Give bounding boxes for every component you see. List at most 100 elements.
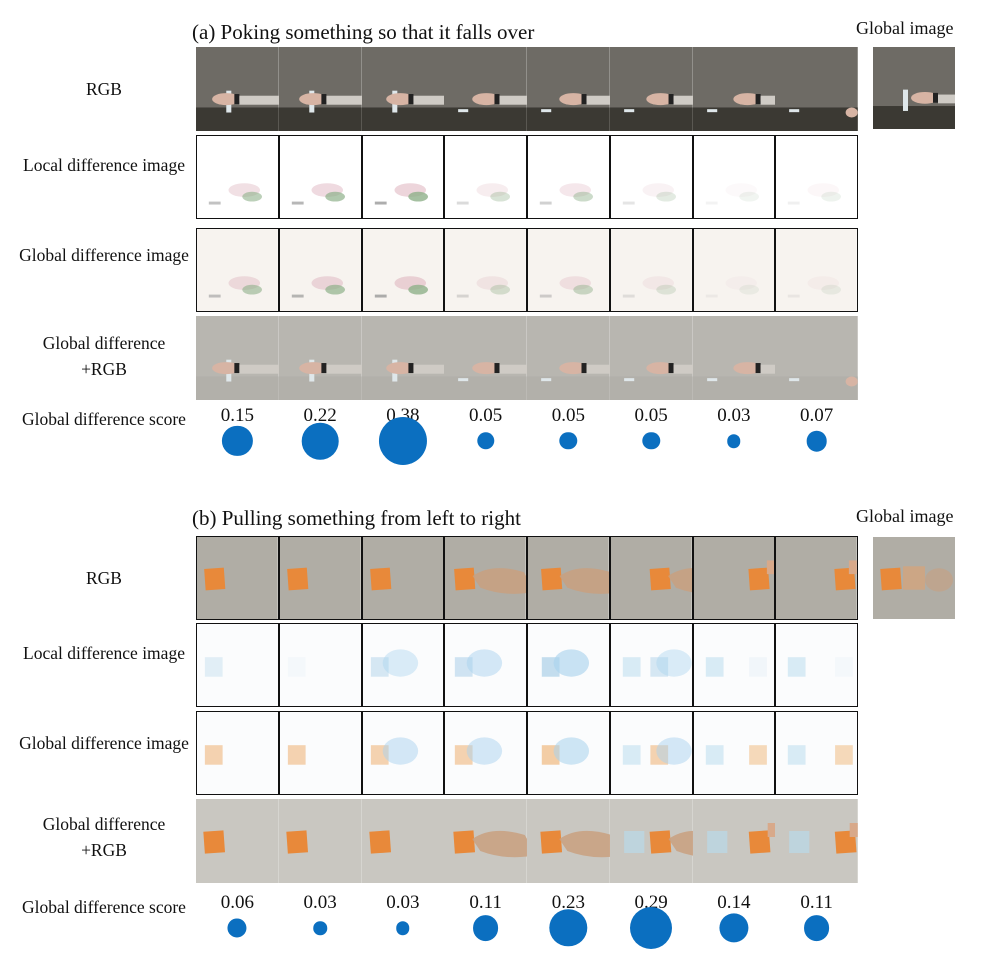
score-dot [806,430,827,452]
score-dot [630,907,673,949]
row-label-global-difference: Global difference image [19,733,189,753]
frame-6 [609,228,693,312]
global-image-label: Global image [856,18,954,38]
score-cell: 0.23 [527,892,610,954]
frame-thumbnail [527,316,610,400]
score-cell: 0.29 [610,892,693,954]
frame-1 [196,799,279,883]
frame-thumbnail [775,799,858,883]
score-value: 0.11 [800,892,833,913]
global-thumbnail [873,47,955,129]
frame-5 [527,135,610,219]
frame-3 [361,47,445,131]
panel-title: (a) Poking something so that it falls ov… [192,20,535,44]
frame-5 [527,799,610,883]
score-dot [472,915,499,941]
frame-thumbnail [444,47,527,131]
frame-2 [278,228,362,312]
frame-thumbnail [609,47,693,131]
frame-thumbnail [362,229,444,311]
score-dot [642,432,660,450]
frame-1 [196,536,279,620]
frame-thumbnail [197,712,278,794]
global-difference-frame-row [196,228,858,312]
frame-2 [278,623,362,707]
frame-8 [775,799,858,883]
frame-8 [775,536,858,620]
frame-7 [692,623,776,707]
score-cell: 0.14 [693,892,776,954]
row-label-score: Global difference score [22,897,186,917]
score-dot [222,425,253,457]
frame-thumbnail [279,136,361,218]
frame-thumbnail [527,799,610,883]
score-dot [719,913,749,943]
score-dot [559,432,578,450]
frame-thumbnail [197,624,278,706]
score-value: 0.03 [717,405,751,426]
score-cell: 0.07 [775,405,858,469]
score-dot [301,422,339,460]
frame-5 [527,623,610,707]
frame-7 [692,799,776,883]
frame-thumbnail [610,712,692,794]
frame-thumbnail [693,624,775,706]
frame-thumbnail [692,316,776,400]
score-dot [549,909,588,947]
score-value: 0.05 [551,405,585,426]
score-cell: 0.05 [444,405,527,469]
global-thumbnail [873,537,955,619]
score-dot [803,915,830,941]
frame-6 [609,799,693,883]
frame-thumbnail [279,537,361,619]
frame-thumbnail [776,136,857,218]
frame-6 [609,316,693,400]
frame-thumbnail [609,316,693,400]
frame-thumbnail [445,229,526,311]
frame-thumbnail [362,136,444,218]
score-value: 0.07 [800,405,834,426]
frame-thumbnail [361,799,445,883]
rgb-frame-row [196,536,858,620]
frame-3 [361,135,445,219]
row-label-local-difference: Local difference image [23,155,185,175]
frame-4 [444,536,527,620]
score-cell: 0.15 [196,405,279,469]
frame-6 [609,623,693,707]
frame-thumbnail [361,316,445,400]
row-label-global-difference-rgb: Global difference +RGB [42,814,166,860]
frame-thumbnail [197,229,278,311]
frame-thumbnail [527,47,610,131]
frame-thumbnail [278,799,362,883]
frame-thumbnail [528,624,609,706]
frame-7 [692,711,776,795]
frame-thumbnail [278,316,362,400]
frame-thumbnail [693,537,775,619]
global-difference-frame-row [196,711,858,795]
frame-5 [527,536,610,620]
score-cell: 0.05 [610,405,693,469]
frame-6 [609,536,693,620]
score-value: 0.15 [220,405,254,426]
score-cell: 0.03 [362,892,445,954]
row-label-rgb: RGB [86,79,122,99]
frame-8 [775,47,858,131]
frame-3 [361,228,445,312]
score-cell: 0.38 [362,405,445,469]
frame-3 [361,623,445,707]
frame-thumbnail [776,624,857,706]
frame-thumbnail [692,799,776,883]
frame-3 [361,536,445,620]
frame-8 [775,623,858,707]
frame-thumbnail [775,47,858,131]
frame-thumbnail [362,624,444,706]
frame-thumbnail [610,537,692,619]
frame-1 [196,623,279,707]
row-label-rgb: RGB [86,568,122,588]
frame-7 [692,135,776,219]
frame-2 [278,316,362,400]
score-row: 0.06 0.03 0.03 0.11 0.23 0.29 0.14 0.11 [196,892,858,954]
frame-4 [444,316,527,400]
frame-1 [196,711,279,795]
frame-thumbnail [609,799,693,883]
